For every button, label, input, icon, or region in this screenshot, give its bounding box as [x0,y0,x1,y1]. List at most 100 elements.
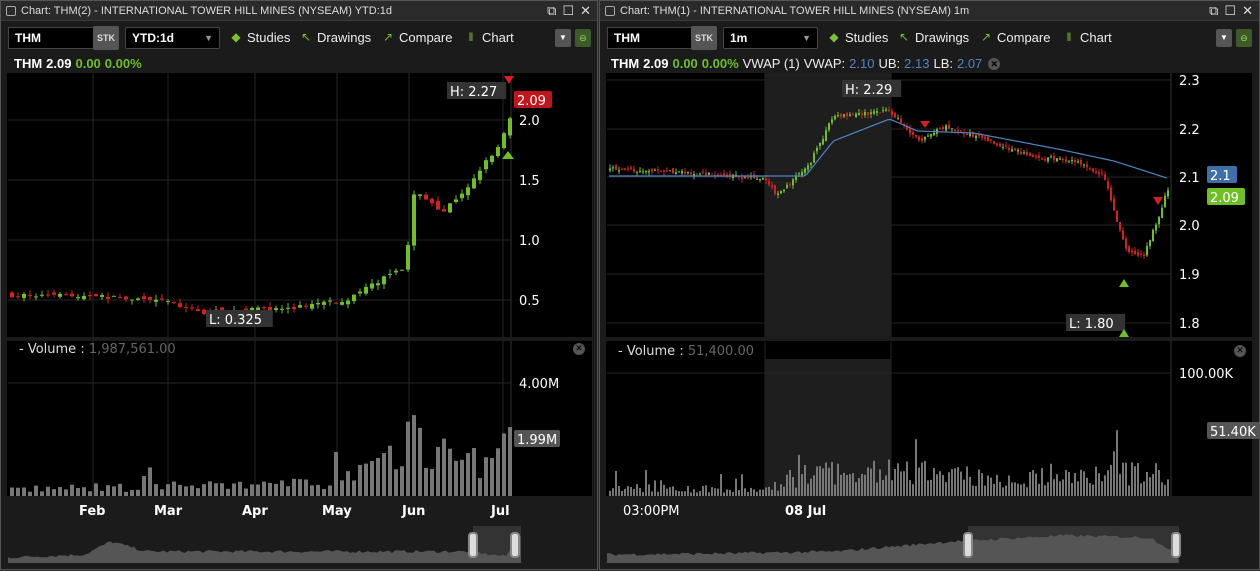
options-dropdown-button[interactable]: ▼ [1216,29,1232,47]
volume-bar [1095,466,1097,496]
volume-bar [190,485,194,496]
close-icon[interactable]: ✕ [580,3,591,18]
chart-candles-icon: ‖ [1066,30,1072,44]
volume-bar [699,490,701,496]
volume-bar [244,488,248,496]
volume-bar [684,491,686,496]
volume-bar [88,491,92,496]
volume-bar [1134,466,1136,496]
candle [310,303,314,309]
candle [825,130,827,142]
navigator-right-handle[interactable] [510,532,520,558]
volume-bar [40,491,44,496]
candle [412,194,416,246]
volume-bar [906,461,908,496]
sec-type-button[interactable]: STK [691,26,717,50]
quote-last: 2.09 [46,56,72,71]
menu-icon[interactable] [605,6,615,16]
price-chart-area[interactable] [7,73,592,337]
menu-icon[interactable] [6,6,16,16]
candle [454,199,458,203]
candle [795,175,797,181]
vwap-label: VWAP: [803,56,846,71]
high-label: H: 2.29 [845,83,892,98]
volume-bar [1023,483,1025,496]
navigator-right-handle[interactable] [1171,532,1181,558]
chart-type-button[interactable]: ‖ Chart [1062,29,1112,45]
volume-bar [936,474,938,496]
candle [1167,190,1169,197]
volume-bar [82,487,86,496]
price-axis-label: 2.0 [519,114,540,129]
price-chart-area[interactable] [606,73,1252,337]
volume-bar [768,486,770,496]
candle [963,132,965,134]
volume-bar [771,489,773,496]
candle [1011,149,1013,152]
volume-bar [160,489,164,496]
volume-bar [810,478,812,496]
studies-button[interactable]: ◆ Studies [827,29,888,45]
link-icon[interactable]: ⊖ [1236,29,1252,47]
close-icon[interactable]: ✕ [1242,3,1253,18]
sec-type-button[interactable]: STK [93,26,119,50]
volume-chart-area[interactable] [7,341,592,496]
compare-button[interactable]: ↗ Compare [979,29,1051,45]
timeframe-select[interactable]: YTD:1d ▼ [125,27,220,49]
candle [250,307,254,311]
candle [924,136,926,140]
candle [88,295,92,297]
volume-chart-area[interactable] [606,341,1252,496]
volume-bar [70,484,74,496]
marker [920,121,930,128]
studies-button[interactable]: ◆ Studies [229,29,290,45]
last-volume-tag: 1.99M [517,433,557,448]
candle [124,296,128,300]
candle [975,135,977,139]
candle [1146,246,1148,256]
close-vwap-icon[interactable]: ✕ [988,57,1001,70]
candle [906,125,908,130]
navigator-left-handle[interactable] [963,532,973,558]
candle [939,127,941,129]
volume-bar [334,452,338,496]
navigator-left-handle[interactable] [468,532,478,558]
candle [1056,158,1058,162]
lb-label: LB: [933,56,953,71]
candle [1140,253,1142,255]
compare-button[interactable]: ↗ Compare [381,29,453,45]
candle [184,306,188,308]
candle [612,167,614,169]
timeframe-select[interactable]: 1m ▼ [723,27,818,49]
volume-bar [196,488,200,496]
vwap-value: 2.10 [849,56,875,71]
volume-bar [741,474,743,496]
candle [1041,158,1043,160]
candle [478,170,482,180]
candle [828,123,830,131]
volume-bar [406,421,410,496]
link-icon[interactable]: ⊖ [575,29,591,47]
candle [789,183,791,185]
candle [1062,158,1064,160]
chart-type-button[interactable]: ‖ Chart [464,29,514,45]
volume-bar [1056,474,1058,496]
volume-bar [795,487,797,496]
popout-icon[interactable]: ⧉ [547,3,557,18]
close-volume-icon[interactable]: ✕ [1234,345,1246,357]
candle [442,209,446,212]
drawings-button[interactable]: ↖ Drawings [299,29,371,45]
popout-icon[interactable]: ⧉ [1209,3,1219,18]
maximize-icon[interactable]: ☐ [562,3,575,18]
volume-bar [849,474,851,496]
drawings-button[interactable]: ↖ Drawings [897,29,969,45]
candle [274,308,278,310]
candle [702,171,704,173]
options-dropdown-button[interactable]: ▼ [555,29,571,47]
price-axis-label: 1.0 [519,234,540,249]
maximize-icon[interactable]: ☐ [1224,3,1237,18]
volume-bar [46,486,50,496]
volume-bar [789,470,791,496]
volume-bar [867,467,869,496]
close-volume-icon[interactable]: ✕ [573,343,585,355]
